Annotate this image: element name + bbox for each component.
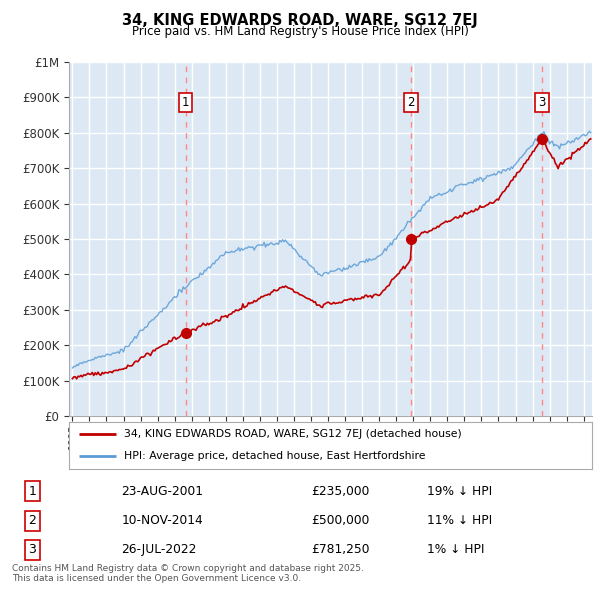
Text: 34, KING EDWARDS ROAD, WARE, SG12 7EJ: 34, KING EDWARDS ROAD, WARE, SG12 7EJ bbox=[122, 13, 478, 28]
Text: 2: 2 bbox=[28, 514, 36, 527]
Text: 10-NOV-2014: 10-NOV-2014 bbox=[121, 514, 203, 527]
Text: 34, KING EDWARDS ROAD, WARE, SG12 7EJ (detached house): 34, KING EDWARDS ROAD, WARE, SG12 7EJ (d… bbox=[124, 429, 461, 438]
Text: 2: 2 bbox=[407, 96, 415, 109]
Text: 1: 1 bbox=[182, 96, 190, 109]
Text: 11% ↓ HPI: 11% ↓ HPI bbox=[427, 514, 492, 527]
Text: £781,250: £781,250 bbox=[311, 543, 370, 556]
Text: 1: 1 bbox=[28, 485, 36, 498]
Text: 23-AUG-2001: 23-AUG-2001 bbox=[121, 485, 203, 498]
Text: 3: 3 bbox=[538, 96, 546, 109]
Text: 3: 3 bbox=[28, 543, 36, 556]
Text: 26-JUL-2022: 26-JUL-2022 bbox=[121, 543, 197, 556]
Text: £500,000: £500,000 bbox=[311, 514, 370, 527]
Text: 19% ↓ HPI: 19% ↓ HPI bbox=[427, 485, 492, 498]
Text: HPI: Average price, detached house, East Hertfordshire: HPI: Average price, detached house, East… bbox=[124, 451, 425, 461]
Text: Price paid vs. HM Land Registry's House Price Index (HPI): Price paid vs. HM Land Registry's House … bbox=[131, 25, 469, 38]
Text: £235,000: £235,000 bbox=[311, 485, 370, 498]
Text: Contains HM Land Registry data © Crown copyright and database right 2025.
This d: Contains HM Land Registry data © Crown c… bbox=[12, 563, 364, 583]
Text: 1% ↓ HPI: 1% ↓ HPI bbox=[427, 543, 484, 556]
